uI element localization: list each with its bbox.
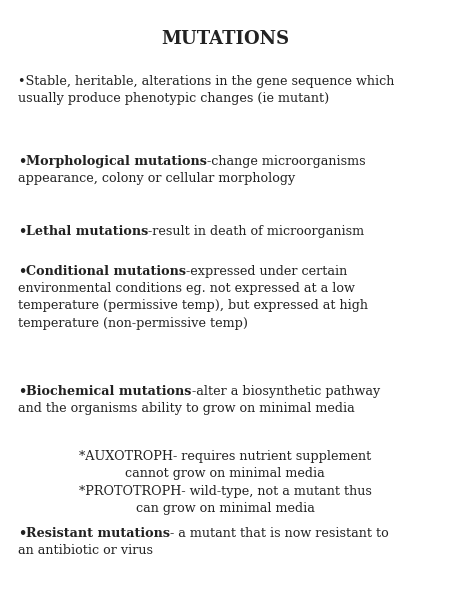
- Text: Morphological mutations: Morphological mutations: [26, 155, 207, 168]
- Text: •: •: [18, 527, 26, 540]
- Text: •Stable, heritable, alterations in the gene sequence which: •Stable, heritable, alterations in the g…: [18, 75, 394, 88]
- Text: -result in death of microorganism: -result in death of microorganism: [148, 225, 364, 238]
- Text: -expressed under certain: -expressed under certain: [186, 265, 347, 278]
- Text: can grow on minimal media: can grow on minimal media: [135, 502, 315, 515]
- Text: *AUXOTROPH- requires nutrient supplement: *AUXOTROPH- requires nutrient supplement: [79, 450, 371, 463]
- Text: usually produce phenotypic changes (ie mutant): usually produce phenotypic changes (ie m…: [18, 92, 329, 105]
- Text: Lethal mutations: Lethal mutations: [26, 225, 148, 238]
- Text: temperature (permissive temp), but expressed at high: temperature (permissive temp), but expre…: [18, 299, 368, 313]
- Text: •: •: [18, 265, 26, 278]
- Text: cannot grow on minimal media: cannot grow on minimal media: [125, 467, 325, 480]
- Text: - a mutant that is now resistant to: - a mutant that is now resistant to: [170, 527, 389, 540]
- Text: environmental conditions eg. not expressed at a low: environmental conditions eg. not express…: [18, 282, 355, 295]
- Text: •: •: [18, 385, 26, 398]
- Text: •: •: [18, 225, 26, 238]
- Text: -alter a biosynthetic pathway: -alter a biosynthetic pathway: [192, 385, 380, 398]
- Text: an antibiotic or virus: an antibiotic or virus: [18, 544, 153, 557]
- Text: •: •: [18, 155, 26, 168]
- Text: MUTATIONS: MUTATIONS: [161, 30, 289, 48]
- Text: appearance, colony or cellular morphology: appearance, colony or cellular morpholog…: [18, 172, 295, 185]
- Text: Resistant mutations: Resistant mutations: [26, 527, 170, 540]
- Text: temperature (non-permissive temp): temperature (non-permissive temp): [18, 317, 248, 330]
- Text: -change microorganisms: -change microorganisms: [207, 155, 366, 168]
- Text: and the organisms ability to grow on minimal media: and the organisms ability to grow on min…: [18, 402, 355, 415]
- Text: *PROTOTROPH- wild-type, not a mutant thus: *PROTOTROPH- wild-type, not a mutant thu…: [79, 485, 371, 497]
- Text: Conditional mutations: Conditional mutations: [26, 265, 186, 278]
- Text: Biochemical mutations: Biochemical mutations: [26, 385, 192, 398]
